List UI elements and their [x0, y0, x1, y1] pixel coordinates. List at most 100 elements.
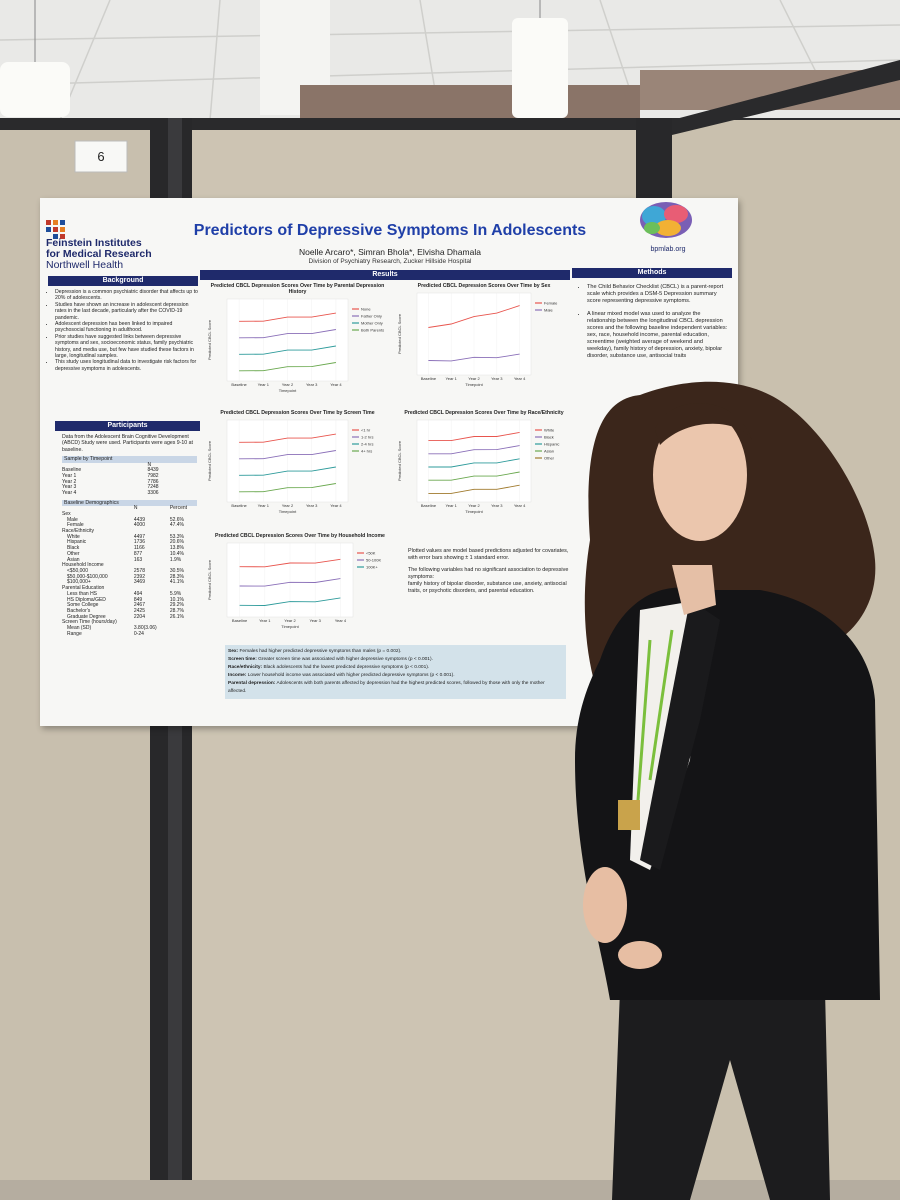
legend-label: 1-2 hrs [361, 435, 373, 440]
x-tick-label: Year 1 [445, 503, 457, 508]
table-cell: Other [67, 550, 80, 557]
table-cell: Sex [62, 510, 71, 517]
series-line [428, 445, 520, 455]
series-line [428, 353, 520, 362]
series-line [428, 431, 520, 442]
series-line [239, 329, 336, 339]
x-tick-label: Baseline [231, 382, 247, 387]
table-cell: 2392 [133, 573, 145, 580]
x-tick-label: Year 2 [282, 382, 294, 387]
table-cell: Race/Ethnicity [62, 528, 94, 535]
table-cell: Male [67, 516, 78, 523]
table-row: Less than HS 494 5.9% [62, 590, 197, 598]
table-cell: <$50,000 [67, 567, 88, 574]
table-cell: Household Income [62, 562, 104, 569]
table-cell: 1.9% [169, 556, 182, 563]
section-heading: Background [48, 276, 198, 286]
finding-text: Females had higher predicted depressive … [239, 649, 402, 654]
x-tick-label: Year 1 [258, 503, 270, 508]
finding-label: Income: [228, 673, 247, 678]
table-heading: Baseline Demographics [62, 499, 197, 507]
table-cell: 28.7% [169, 607, 184, 614]
results-notes: Plotted values are model based predictio… [408, 548, 573, 595]
table-cell: 4439 [133, 516, 145, 523]
finding: Income: Lower household income was assoc… [228, 672, 563, 680]
table-row: Sex [62, 510, 197, 518]
series-line [428, 471, 520, 481]
legend-label: <50K [366, 551, 376, 556]
table-row: N [62, 462, 197, 469]
x-axis-label: Timepoint [465, 509, 483, 514]
legend-label: Male [544, 308, 553, 313]
finding: Sex: Females had higher predicted depres… [228, 648, 563, 656]
table-cell: 10.1% [169, 596, 184, 603]
poster-authors: Noelle Arcaro*, Simran Bhola*, Elvisha D… [299, 247, 481, 257]
table-cell: 20.6% [169, 539, 184, 546]
table-row: Other 877 10.4% [62, 550, 197, 558]
table-row: Some College 2467 29.2% [62, 602, 197, 609]
x-tick-label: Year 2 [282, 503, 294, 508]
table-cell: 3.80(3.06) [133, 625, 157, 632]
table-cell: 877 [133, 550, 143, 557]
nonsig-list: family history of bipolar disorder, subs… [408, 581, 567, 594]
finding-label: Race/ethnicity: [228, 665, 263, 670]
table-cell: 494 [133, 590, 143, 597]
legend-label: <1 hr [361, 428, 371, 433]
table-cell: 52.6% [169, 516, 184, 523]
mini-chart: Predicted CBCL Depression Scores Over Ti… [205, 283, 390, 403]
mini-chart-plot: Baseline Year 1 Year 2 Year 3 Year 4 Timepoin… [397, 292, 558, 387]
table-cell: Range [67, 630, 82, 637]
table-header: Percent [169, 505, 188, 512]
table-row: Male 4439 52.6% [62, 516, 197, 524]
legend-label: 100K+ [366, 565, 378, 570]
bullet-list: The Child Behavior Checklist (CBCL) is a… [580, 284, 728, 360]
x-tick-label: Baseline [421, 503, 437, 508]
table-row: Household Income [62, 563, 197, 569]
poster-title: Predictors of Depressive Symptoms In Ado… [193, 222, 587, 239]
table-cell: 47.4% [169, 522, 184, 529]
legend-label: None [361, 307, 371, 312]
table-cell: Screen Time (hours/day) [62, 619, 117, 626]
table-cell: White [67, 533, 80, 540]
table-cell: Year 1 [62, 473, 77, 480]
table-cell: 8439 [147, 467, 159, 474]
x-tick-label: Year 2 [468, 503, 480, 508]
series-line [428, 458, 520, 468]
table-row: $50,000-$100,000 2392 28.3% [62, 573, 197, 581]
table-cell: 13.8% [169, 545, 184, 552]
legend-label: 4+ hrs [361, 449, 372, 454]
table-cell: Less than HS [67, 590, 98, 597]
mini-chart: Predicted CBCL Depression Scores Over Ti… [205, 410, 390, 530]
legend-label: Mother Only [361, 321, 383, 326]
table-cell: Year 4 [62, 490, 77, 497]
institute-line: for Medical Research [46, 248, 152, 260]
finding: Screen time: Greater screen time was ass… [228, 656, 563, 664]
section-heading: Results [200, 270, 570, 280]
table-row: <$50,000 2578 30.5% [62, 567, 197, 575]
bullet: Prior studies have suggested links betwe… [55, 334, 198, 360]
finding-text: Adolescents with both parents affected b… [228, 681, 545, 694]
finding-text: Lower household income was associated wi… [247, 673, 455, 678]
bullet: Depression is a common psychiatric disor… [55, 289, 198, 302]
table-cell: 849 [133, 596, 143, 603]
table-cell: 4497 [133, 533, 145, 540]
table-cell: Black [67, 545, 80, 552]
legend-label: White [544, 428, 555, 433]
mini-chart: Predicted CBCL Depression Scores Over Ti… [205, 533, 395, 645]
table-row: White 4497 53.3% [62, 533, 197, 541]
table-row: Range 0-24 [62, 630, 197, 638]
x-axis-label: Timepoint [465, 382, 483, 387]
table-cell: 29.2% [169, 602, 184, 609]
x-tick-label: Year 2 [284, 618, 296, 623]
mini-chart-title: Predicted CBCL Depression Scores Over Ti… [404, 410, 564, 416]
table-row: Year 4 3306 [62, 490, 197, 497]
poster: Feinstein Institutes for Medical Researc… [40, 198, 738, 726]
legend-label: Asian [544, 449, 554, 454]
table-cell: Graduate Degree [67, 613, 106, 620]
table-cell: Parental Education [62, 585, 105, 592]
finding-label: Sex: [228, 649, 239, 654]
section-heading: Methods [572, 268, 732, 278]
x-tick-label: Year 4 [330, 503, 342, 508]
